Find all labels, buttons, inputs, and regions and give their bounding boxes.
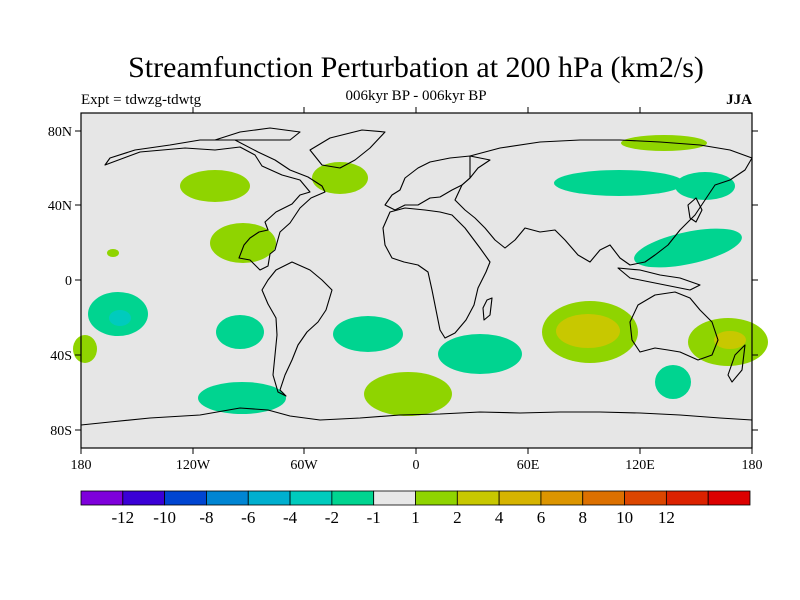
coast-south-america	[261, 261, 333, 397]
colorbar-swatch	[498, 490, 542, 506]
anomaly-s-africa	[438, 334, 522, 374]
colorbar-swatch	[415, 490, 458, 506]
colorbar-label: -6	[241, 508, 255, 527]
anomaly-s-pacific-south	[198, 382, 286, 414]
colorbar-swatch	[206, 490, 249, 506]
coast-japan	[687, 197, 703, 223]
lon-axis	[80, 107, 753, 454]
anomaly-arctic-pacific	[621, 135, 707, 151]
lat-tick-labels: 80N 40N 0 40S 80S	[48, 125, 72, 439]
colorbar-swatch	[624, 490, 667, 506]
anomaly-ne-asia	[675, 172, 735, 200]
colorbar-swatch	[247, 490, 291, 506]
coast-madagascar	[482, 297, 493, 321]
lon-tick-labels: 180 120W 60W 0 60E 120E 180	[71, 458, 763, 473]
coast-africa	[382, 207, 491, 339]
lon-label-60e: 60E	[517, 458, 540, 473]
coast-australia	[629, 291, 719, 361]
colorbar-swatch	[331, 490, 375, 506]
lon-label-180w: 180	[71, 458, 92, 473]
experiment-label: Expt = tdwzg-tdwtg	[81, 92, 202, 108]
lat-label-80s: 80S	[50, 424, 72, 439]
anomaly-se-pacific	[216, 315, 264, 349]
anomaly-contours	[73, 135, 768, 416]
coast-antarctica	[80, 407, 753, 426]
lat-label-80n: 80N	[48, 125, 72, 140]
anomaly-w-pacific	[634, 228, 742, 268]
lon-label-0: 0	[413, 458, 420, 473]
lon-label-120e: 120E	[625, 458, 655, 473]
colorbar-swatch	[665, 490, 709, 506]
coast-greenland	[309, 129, 386, 169]
coast-asia	[454, 139, 753, 266]
coastlines	[80, 127, 753, 426]
colorbar-swatch	[707, 490, 751, 506]
lat-label-0: 0	[65, 274, 72, 289]
anomaly-tasman-sea-core	[714, 331, 746, 349]
colorbar-label: -10	[153, 508, 176, 527]
colorbar-label: 10	[616, 508, 633, 527]
anomaly-s-atlantic-south	[364, 372, 452, 416]
plot-title: Streamfunction Perturbation at 200 hPa (…	[128, 51, 704, 84]
colorbar-swatch	[164, 490, 207, 506]
anomaly-s-indian-ocean-core	[556, 314, 620, 348]
colorbar-swatch	[582, 490, 625, 506]
anomaly-s-australia	[655, 365, 691, 399]
anomaly-s-pacific-core	[109, 310, 131, 326]
colorbar-label: 2	[453, 508, 462, 527]
anomaly-n-america	[180, 170, 250, 202]
anomaly-s-atlantic	[333, 316, 403, 352]
anomaly-dateline-west	[73, 335, 97, 363]
season-label: JJA	[726, 92, 752, 108]
colorbar: -12 -10 -8 -6 -4 -2 -1 1 2 4 6 8 10 12	[80, 490, 751, 527]
colorbar-label: -8	[199, 508, 213, 527]
colorbar-label: 1	[411, 508, 420, 527]
lat-label-40n: 40N	[48, 199, 72, 214]
lon-label-60w: 60W	[290, 458, 318, 473]
colorbar-label: -2	[325, 508, 339, 527]
colorbar-swatch	[289, 490, 333, 506]
lat-label-40s: 40S	[50, 349, 72, 364]
colorbar-label: -12	[111, 508, 134, 527]
lon-label-120w: 120W	[176, 458, 211, 473]
colorbar-swatch	[540, 490, 584, 506]
colorbar-swatch	[373, 490, 416, 506]
colorbar-swatch	[456, 490, 500, 506]
colorbar-label: -1	[367, 508, 381, 527]
colorbar-label: 8	[579, 508, 588, 527]
coast-new-zealand	[727, 344, 746, 383]
colorbar-swatch	[80, 490, 124, 506]
lon-label-180e: 180	[742, 458, 763, 473]
colorbar-label: 6	[537, 508, 546, 527]
colorbar-label: 4	[495, 508, 504, 527]
coast-europe	[384, 155, 491, 211]
colorbar-label: 12	[658, 508, 675, 527]
coast-indonesia	[617, 267, 701, 291]
period-label: 006kyr BP - 006kyr BP	[345, 88, 487, 104]
anomaly-e-pacific-small	[107, 249, 119, 257]
lat-axis	[75, 130, 758, 431]
coast-north-america	[104, 139, 326, 271]
anomaly-n-eurasia	[554, 170, 684, 196]
colorbar-swatch	[122, 490, 166, 506]
colorbar-label: -4	[283, 508, 298, 527]
coast-arctic-islands	[214, 127, 301, 141]
anomaly-central-america	[210, 223, 276, 263]
anomaly-n-atlantic	[312, 162, 368, 194]
